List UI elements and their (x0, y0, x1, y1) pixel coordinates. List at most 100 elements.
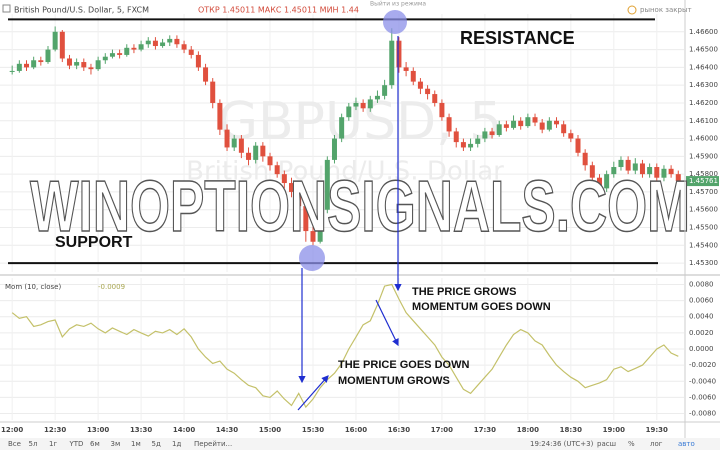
x-tick-label: 17:00 (431, 426, 453, 434)
candle-body (52, 31, 58, 50)
axis-option[interactable]: авто (678, 440, 695, 448)
note-grows-2: MOMENTUM GOES DOWN (412, 301, 551, 313)
note-grows-1: THE PRICE GROWS (412, 286, 517, 298)
collapse-icon[interactable] (2, 4, 11, 13)
y-tick-label: 0.0040 (689, 313, 714, 321)
y-tick-label: 1.46100 (689, 117, 718, 125)
y-tick-label: -0.0040 (689, 377, 716, 385)
candle-body (568, 133, 574, 139)
candle-body (611, 167, 617, 175)
candle-body (460, 142, 466, 148)
candle-body (109, 53, 115, 57)
candle-body (525, 117, 531, 127)
replay-label[interactable]: Выйти из режима (370, 1, 426, 8)
candle-body (296, 191, 302, 207)
candle-body (303, 206, 309, 232)
candle-body (102, 56, 108, 61)
candle-body (310, 231, 316, 242)
candle-body (396, 40, 402, 68)
y-tick-label: -0.0080 (689, 410, 716, 418)
candle-body (360, 102, 366, 109)
candle-body (231, 138, 237, 148)
range-button[interactable]: YTD (69, 440, 84, 448)
candle-body (346, 106, 352, 118)
watermark-ticker: GBPUSD, 5 (218, 92, 503, 152)
candle-body (482, 131, 488, 139)
candle-body (410, 70, 416, 82)
candle-body (374, 95, 380, 100)
candle-body (511, 120, 517, 128)
candle-body (331, 138, 337, 160)
y-tick-label: 1.46500 (689, 46, 718, 54)
candle-body (432, 94, 438, 103)
candle-body (503, 124, 509, 128)
symbol-title: British Pound/U.S. Dollar, 5, FXCM (14, 6, 149, 15)
y-tick-label: -0.0020 (689, 361, 716, 369)
range-button[interactable]: 6м (90, 440, 100, 448)
x-tick-label: 12:30 (44, 426, 66, 434)
candle-body (382, 85, 388, 96)
y-tick-label: 1.46200 (689, 99, 718, 107)
toolbar (0, 438, 720, 450)
candle-body (224, 129, 230, 148)
y-tick-label: 1.45700 (689, 188, 718, 196)
note-down-2: MOMENTUM GROWS (338, 375, 450, 387)
market-status: рынок закрыт (640, 6, 692, 14)
candle-body (16, 63, 22, 71)
clock: 19:24:36 (UTC+3) (530, 440, 594, 448)
candle-body (174, 38, 180, 45)
candle-body (188, 49, 194, 55)
axis-option[interactable]: расш (597, 440, 616, 448)
candle-body (131, 47, 137, 50)
x-tick-label: 18:30 (560, 426, 582, 434)
candle-body (81, 62, 87, 68)
range-button[interactable]: 5л (29, 440, 38, 448)
y-tick-label: 1.45400 (689, 241, 718, 249)
axis-option[interactable]: лог (650, 440, 663, 448)
y-tick-label: 1.45300 (689, 259, 718, 267)
note-down-1: THE PRICE GOES DOWN (338, 359, 469, 371)
candle-body (647, 167, 653, 175)
support-label: SUPPORT (55, 234, 133, 251)
candle-body (403, 67, 409, 71)
candle-body (203, 67, 209, 82)
candle-body (117, 53, 123, 55)
candle-body (246, 152, 252, 160)
x-tick-label: 16:30 (388, 426, 410, 434)
candle-body (353, 102, 359, 107)
candle-body (668, 168, 674, 175)
axis-option[interactable]: % (628, 440, 635, 448)
candle-body (596, 177, 602, 189)
x-tick-label: 19:00 (603, 426, 625, 434)
candle-body (9, 70, 15, 72)
x-tick-label: 13:30 (130, 426, 152, 434)
candle-body (95, 60, 101, 70)
range-button[interactable]: 1д (172, 440, 181, 448)
candle-body (88, 67, 94, 70)
range-button[interactable]: 1м (131, 440, 141, 448)
range-button[interactable]: 1г (49, 440, 57, 448)
range-button[interactable]: 5д (152, 440, 161, 448)
candle-body (675, 174, 681, 182)
candle-body (539, 122, 545, 130)
indicator-title: Mom (10, close) (5, 283, 61, 291)
candle-body (625, 159, 631, 171)
candle-body (317, 209, 323, 242)
candle-body (253, 145, 259, 160)
range-button[interactable]: Перейти... (194, 440, 232, 448)
candle-body (654, 167, 660, 178)
x-tick-label: 15:00 (259, 426, 281, 434)
candle-body (324, 159, 330, 210)
y-tick-label: 0.0080 (689, 280, 714, 288)
y-tick-label: 1.45800 (689, 170, 718, 178)
candle-body (575, 138, 581, 153)
range-button[interactable]: Все (8, 440, 21, 448)
candle-body (274, 165, 280, 175)
candle-body (489, 131, 495, 135)
candle-body (260, 145, 266, 157)
candle-body (31, 60, 37, 68)
candle-body (210, 81, 216, 103)
candle-body (582, 152, 588, 166)
last-price-label: 1.45761 (689, 177, 718, 185)
range-button[interactable]: 3м (111, 440, 121, 448)
